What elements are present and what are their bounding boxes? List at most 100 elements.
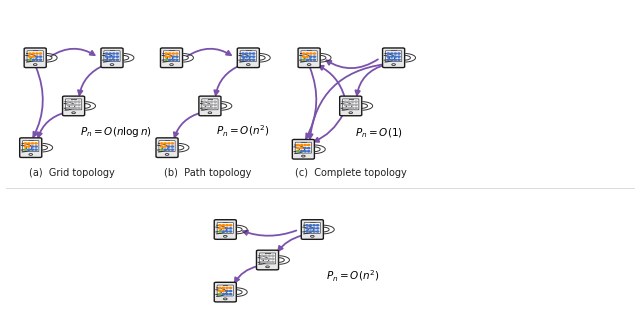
Text: (a)  Grid topology: (a) Grid topology <box>29 168 115 178</box>
Circle shape <box>106 56 108 57</box>
Circle shape <box>301 155 305 157</box>
Circle shape <box>165 59 167 60</box>
Circle shape <box>226 225 228 226</box>
Circle shape <box>70 101 73 102</box>
Circle shape <box>164 149 166 150</box>
Circle shape <box>310 235 314 237</box>
FancyArrowPatch shape <box>38 113 65 137</box>
Circle shape <box>207 104 209 105</box>
Circle shape <box>355 107 357 108</box>
Circle shape <box>309 228 312 229</box>
FancyBboxPatch shape <box>163 51 180 62</box>
Circle shape <box>226 228 228 229</box>
Circle shape <box>67 101 69 102</box>
Circle shape <box>28 143 30 144</box>
Circle shape <box>35 149 37 150</box>
FancyBboxPatch shape <box>257 250 278 270</box>
Circle shape <box>165 56 167 57</box>
Circle shape <box>317 228 319 229</box>
Circle shape <box>74 104 77 105</box>
Circle shape <box>314 56 316 57</box>
Circle shape <box>109 59 111 60</box>
FancyBboxPatch shape <box>340 96 362 116</box>
FancyBboxPatch shape <box>214 220 236 239</box>
FancyArrowPatch shape <box>188 49 231 56</box>
FancyArrowPatch shape <box>214 65 241 95</box>
Circle shape <box>272 258 274 259</box>
FancyBboxPatch shape <box>342 99 359 110</box>
Circle shape <box>390 53 393 54</box>
Circle shape <box>272 261 274 263</box>
Circle shape <box>204 101 205 102</box>
Circle shape <box>253 59 255 60</box>
FancyArrowPatch shape <box>319 66 345 97</box>
Circle shape <box>28 149 30 150</box>
Circle shape <box>168 143 170 144</box>
Circle shape <box>172 149 173 150</box>
Circle shape <box>242 59 244 60</box>
Circle shape <box>300 151 303 152</box>
Circle shape <box>304 148 307 149</box>
Circle shape <box>29 56 31 57</box>
Circle shape <box>78 101 80 102</box>
FancyArrowPatch shape <box>243 230 296 236</box>
Circle shape <box>307 64 311 65</box>
Circle shape <box>161 149 163 150</box>
Circle shape <box>172 143 173 144</box>
Circle shape <box>29 53 31 54</box>
Circle shape <box>207 101 209 102</box>
Circle shape <box>351 107 354 108</box>
Circle shape <box>272 255 274 256</box>
Circle shape <box>168 56 171 57</box>
Circle shape <box>306 225 308 226</box>
Circle shape <box>32 59 35 60</box>
Circle shape <box>261 258 263 259</box>
Circle shape <box>164 146 166 147</box>
Circle shape <box>306 59 308 60</box>
FancyArrowPatch shape <box>314 114 343 142</box>
Circle shape <box>78 104 80 105</box>
Circle shape <box>394 59 397 60</box>
Circle shape <box>176 59 178 60</box>
Circle shape <box>398 59 400 60</box>
Circle shape <box>172 56 175 57</box>
Circle shape <box>253 53 255 54</box>
Circle shape <box>31 149 34 150</box>
Circle shape <box>32 53 35 54</box>
Circle shape <box>306 56 308 57</box>
Circle shape <box>310 53 312 54</box>
FancyArrowPatch shape <box>33 67 43 137</box>
Circle shape <box>219 293 221 295</box>
Circle shape <box>344 101 346 102</box>
FancyBboxPatch shape <box>20 138 42 158</box>
Circle shape <box>40 56 42 57</box>
Circle shape <box>308 144 310 146</box>
Circle shape <box>310 59 312 60</box>
Circle shape <box>110 64 114 65</box>
Circle shape <box>390 56 393 57</box>
FancyBboxPatch shape <box>159 141 175 152</box>
Circle shape <box>172 53 175 54</box>
Circle shape <box>348 107 350 108</box>
Circle shape <box>40 53 42 54</box>
Circle shape <box>355 101 357 102</box>
Circle shape <box>249 59 252 60</box>
Circle shape <box>164 143 166 144</box>
FancyBboxPatch shape <box>22 141 39 152</box>
Circle shape <box>161 143 163 144</box>
Circle shape <box>226 231 228 232</box>
Circle shape <box>211 107 213 108</box>
Circle shape <box>219 287 221 289</box>
Circle shape <box>31 143 34 144</box>
FancyBboxPatch shape <box>27 51 44 62</box>
Circle shape <box>161 146 163 147</box>
Circle shape <box>314 59 316 60</box>
FancyArrowPatch shape <box>51 49 95 56</box>
Circle shape <box>308 151 310 152</box>
Circle shape <box>390 59 393 60</box>
Circle shape <box>116 56 118 57</box>
Circle shape <box>261 261 263 263</box>
Circle shape <box>168 146 170 147</box>
FancyBboxPatch shape <box>383 48 404 68</box>
Circle shape <box>109 56 111 57</box>
